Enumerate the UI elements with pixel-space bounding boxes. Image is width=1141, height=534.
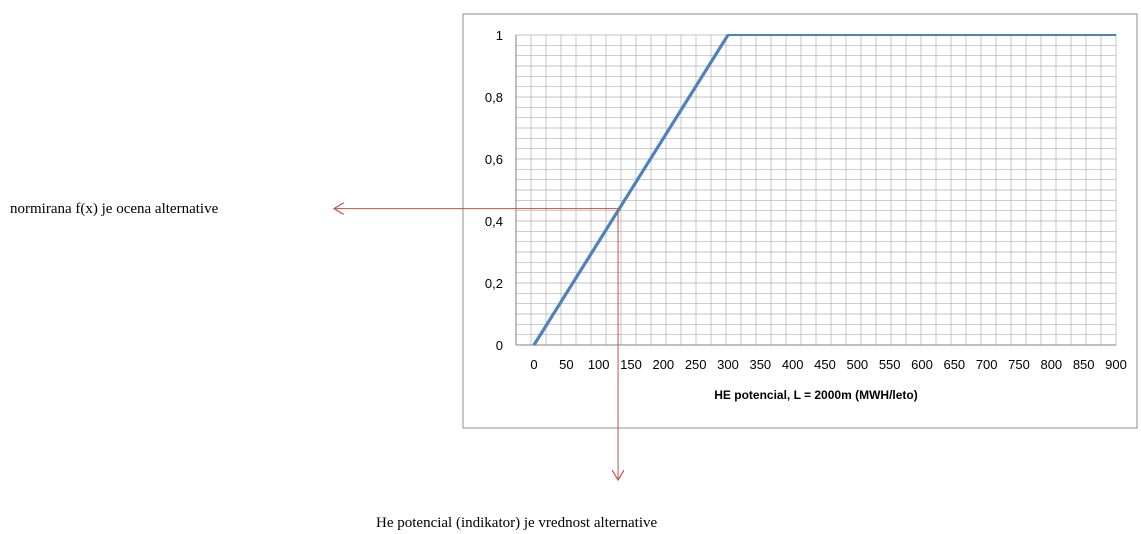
x-tick-label: 200 bbox=[652, 357, 674, 372]
x-tick-label: 250 bbox=[685, 357, 707, 372]
y-tick-label: 0,6 bbox=[485, 152, 503, 167]
x-tick-label: 0 bbox=[530, 357, 537, 372]
x-tick-label: 750 bbox=[1008, 357, 1030, 372]
gridlines bbox=[515, 34, 1117, 346]
y-tick-label: 0,8 bbox=[485, 90, 503, 105]
axes bbox=[515, 35, 1116, 346]
x-tick-labels: 0 50 100 150 200 250 300 350 400 450 500 550 600 650 7… bbox=[530, 357, 1126, 372]
x-tick-label: 900 bbox=[1105, 357, 1127, 372]
x-tick-label: 400 bbox=[782, 357, 804, 372]
x-tick-label: 850 bbox=[1073, 357, 1095, 372]
y-tick-label: 1 bbox=[496, 28, 503, 43]
series-point bbox=[1115, 34, 1117, 36]
series-line-rising-segment bbox=[532, 34, 730, 346]
y-tick-labels: 0 0,2 0,4 0,6 0,8 1 bbox=[485, 28, 503, 353]
x-tick-label: 650 bbox=[943, 357, 965, 372]
annotation-bottom-text: He potencial (indikator) je vrednost alt… bbox=[376, 515, 657, 531]
y-tick-label: 0,2 bbox=[485, 276, 503, 291]
x-axis-title: HE potencial, L = 2000m (MWH/leto) bbox=[714, 388, 917, 402]
x-tick-label: 300 bbox=[717, 357, 739, 372]
x-tick-label: 800 bbox=[1040, 357, 1062, 372]
x-tick-label: 450 bbox=[814, 357, 836, 372]
series bbox=[532, 34, 1117, 346]
annotation-left-text: normirana f(x) je ocena alternative bbox=[10, 201, 219, 217]
x-tick-label: 700 bbox=[976, 357, 998, 372]
annotations: normirana f(x) je ocena alternative He p… bbox=[10, 201, 657, 531]
x-tick-label: 550 bbox=[879, 357, 901, 372]
x-tick-label: 150 bbox=[620, 357, 642, 372]
x-tick-label: 600 bbox=[911, 357, 933, 372]
y-tick-label: 0 bbox=[496, 338, 503, 353]
x-tick-label: 50 bbox=[559, 357, 573, 372]
x-tick-label: 100 bbox=[588, 357, 610, 372]
y-tick-label: 0,4 bbox=[485, 214, 503, 229]
x-tick-label: 350 bbox=[749, 357, 771, 372]
x-tick-label: 500 bbox=[846, 357, 868, 372]
